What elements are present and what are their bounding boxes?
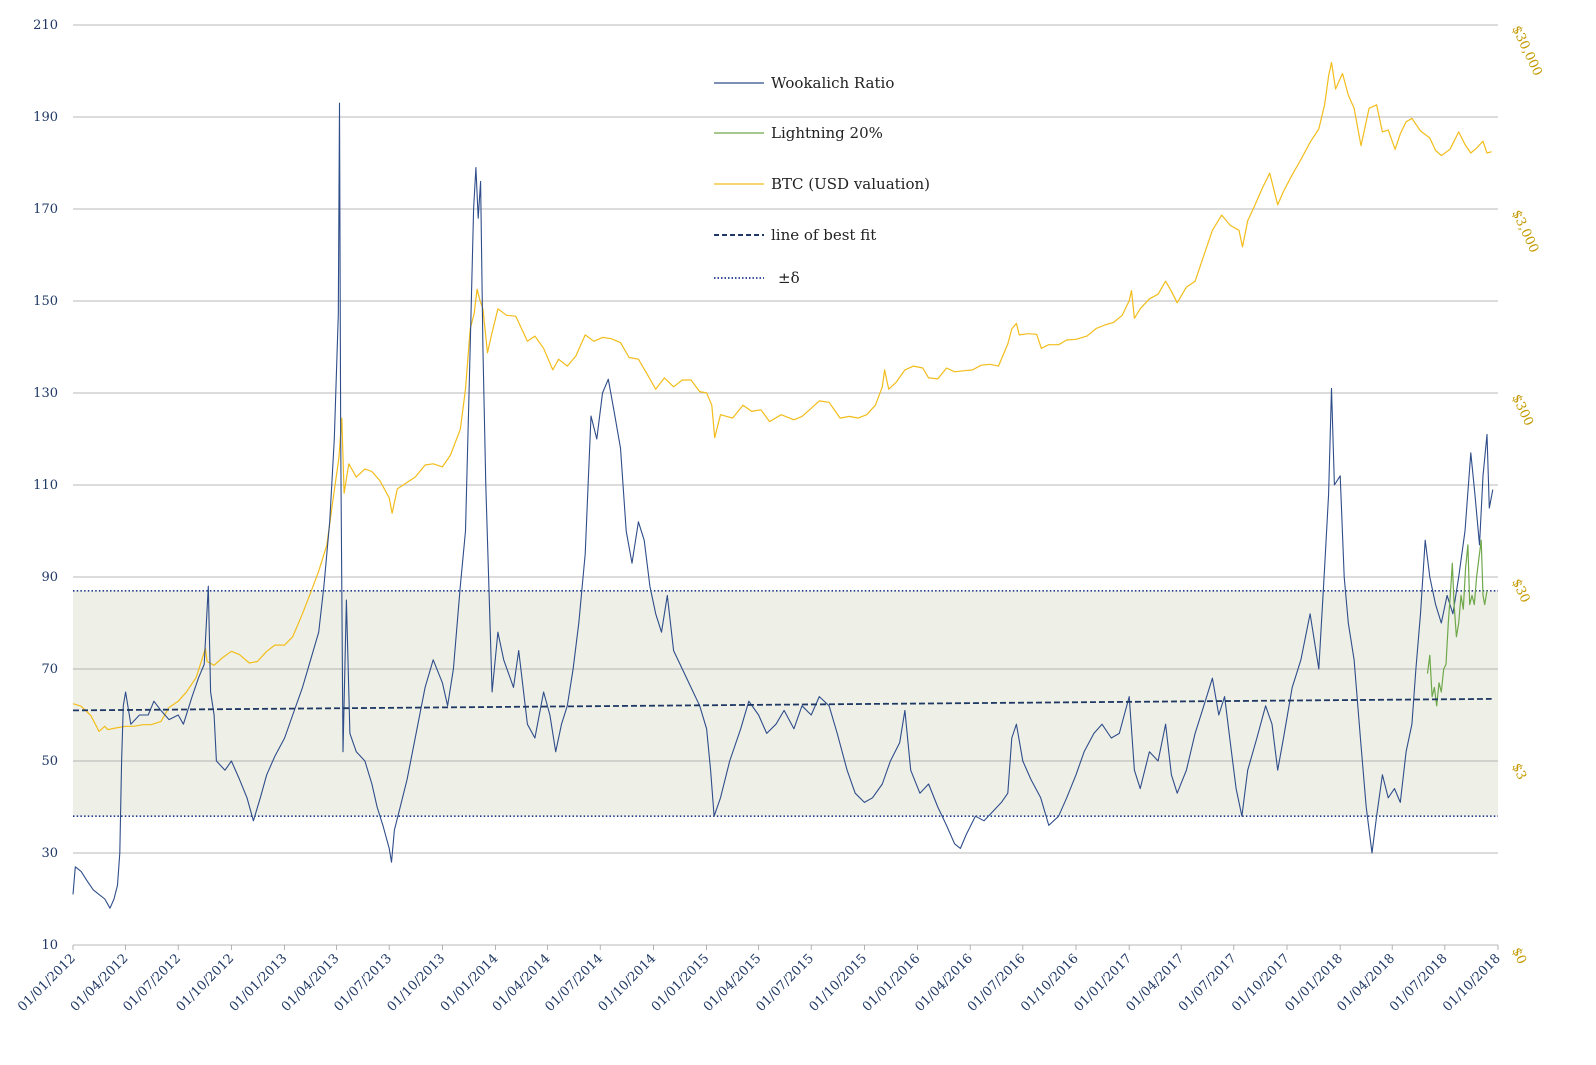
delta-band-layer bbox=[73, 590, 1498, 817]
gridlines-layer bbox=[73, 24, 1498, 946]
left-tick-label: 170 bbox=[33, 202, 58, 217]
right-tick-label: $3,000 bbox=[1508, 208, 1541, 256]
left-axis-ticks: 10 30 50 70 90 110 130 150 170 190 210 bbox=[33, 18, 58, 953]
legend-label-btc: BTC (USD valuation) bbox=[771, 175, 930, 193]
left-tick-label: 130 bbox=[33, 386, 58, 401]
left-tick-label: 210 bbox=[33, 18, 58, 33]
series-layer bbox=[72, 61, 1494, 909]
left-tick-label: 10 bbox=[41, 938, 58, 953]
legend: Wookalich Ratio Lightning 20% BTC (USD val… bbox=[714, 74, 930, 287]
left-tick-label: 150 bbox=[33, 294, 58, 309]
x-axis-ticks: 01/01/201201/04/201201/07/201201/10/2012… bbox=[15, 945, 1504, 1015]
left-tick-label: 110 bbox=[33, 478, 58, 493]
right-tick-label: $0 bbox=[1508, 945, 1529, 966]
btc-usd-line bbox=[72, 61, 1492, 732]
legend-label-delta: ±δ bbox=[778, 269, 800, 287]
right-axis-ticks: $0 $3 $30 $300 $3,000 $30,000 bbox=[1508, 23, 1544, 966]
lightning-20-line bbox=[1426, 539, 1488, 707]
right-tick-label: $30,000 bbox=[1508, 23, 1544, 78]
legend-label-ratio: Wookalich Ratio bbox=[771, 74, 894, 92]
right-tick-label: $30 bbox=[1508, 577, 1532, 606]
left-tick-label: 70 bbox=[41, 662, 58, 677]
best-fit-line bbox=[72, 698, 1492, 712]
left-tick-label: 50 bbox=[41, 754, 58, 769]
x-tick-label: 01/10/2018 bbox=[1440, 951, 1504, 1015]
legend-label-lightning: Lightning 20% bbox=[771, 124, 883, 142]
wookalich-ratio-line bbox=[72, 102, 1494, 909]
right-tick-label: $3 bbox=[1508, 761, 1529, 782]
left-tick-label: 30 bbox=[41, 846, 58, 861]
left-tick-label: 90 bbox=[41, 570, 58, 585]
right-tick-label: $300 bbox=[1508, 392, 1536, 428]
left-tick-label: 190 bbox=[33, 110, 58, 125]
delta-band bbox=[73, 590, 1498, 817]
legend-label-fit: line of best fit bbox=[771, 226, 876, 244]
